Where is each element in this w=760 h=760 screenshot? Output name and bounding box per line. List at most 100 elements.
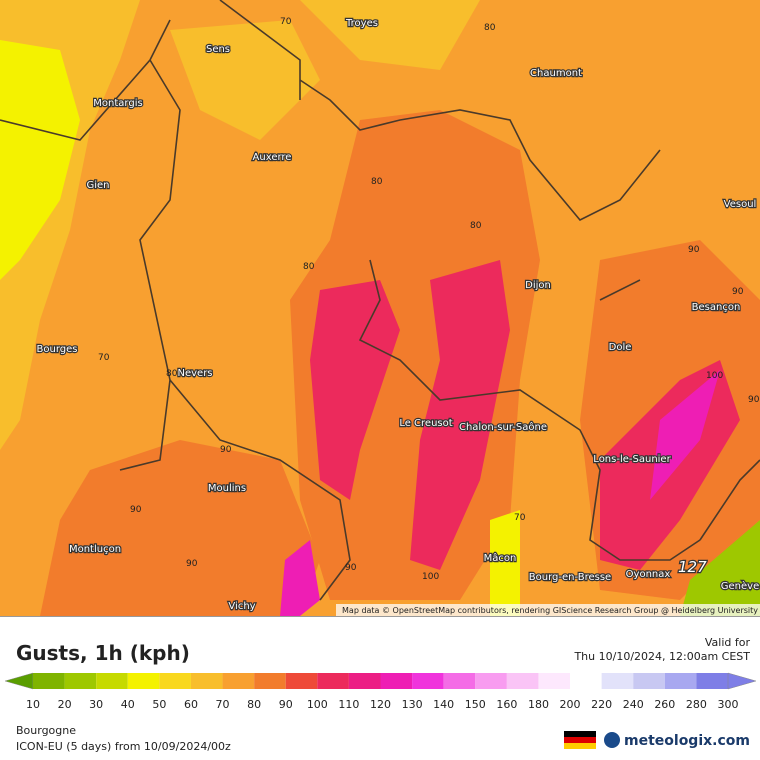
model: ICON-EU (5 days) from 10/09/2024/00z bbox=[16, 740, 231, 753]
colorbar-segment bbox=[412, 673, 444, 689]
city: Genève bbox=[721, 580, 759, 592]
colorbar-segment bbox=[570, 673, 602, 689]
colorbar: 10 20 30 40 50 60 70 80 90 100 110 120 130 140 150 160 1… bbox=[4, 672, 757, 711]
contour-label: 70 bbox=[98, 353, 110, 363]
colorbar-segment bbox=[475, 673, 507, 689]
colorbar-label: 260 bbox=[654, 698, 675, 711]
contour-label: 80 bbox=[303, 262, 315, 272]
colorbar-segment bbox=[506, 673, 539, 689]
map: Troyes Sens Montargis Chaumont Auxerre G… bbox=[0, 0, 760, 616]
colorbar-segment bbox=[285, 673, 318, 689]
colorbar-label: 30 bbox=[89, 698, 103, 711]
city: Moulins bbox=[208, 483, 246, 494]
city: Auxerre bbox=[253, 152, 292, 163]
colorbar-label: 160 bbox=[496, 698, 517, 711]
contour-label: 90 bbox=[186, 559, 198, 569]
colorbar-label: 60 bbox=[184, 698, 198, 711]
colorbar-label: 240 bbox=[623, 698, 644, 711]
colorbar-segment bbox=[664, 673, 697, 689]
city: Mâcon bbox=[484, 552, 517, 564]
city: Vichy bbox=[228, 601, 255, 612]
colorbar-segment bbox=[538, 673, 571, 689]
colorbar-label: 90 bbox=[279, 698, 293, 711]
colorbar-label: 300 bbox=[718, 698, 739, 711]
city: Chalon-sur-Saône bbox=[459, 421, 547, 433]
colorbar-label: 70 bbox=[216, 698, 230, 711]
colorbar-segment bbox=[696, 673, 728, 689]
legend-title: Gusts, 1h (kph) bbox=[16, 641, 190, 665]
city: Vesoul bbox=[724, 199, 757, 210]
colorbar-segment bbox=[317, 673, 349, 689]
contour-label: 90 bbox=[345, 563, 357, 573]
colorbar-label: 200 bbox=[560, 698, 581, 711]
contour-label: 90 bbox=[130, 505, 142, 515]
valid-label: Valid for bbox=[705, 636, 751, 649]
contour-label: 70 bbox=[280, 17, 292, 27]
contour-label: 80 bbox=[166, 369, 178, 379]
colorbar-label: 20 bbox=[58, 698, 72, 711]
city: Troyes bbox=[345, 18, 378, 29]
colorbar-label: 150 bbox=[465, 698, 486, 711]
colorbar-label: 280 bbox=[686, 698, 707, 711]
colorbar-label: 130 bbox=[402, 698, 423, 711]
contour-label: 80 bbox=[470, 221, 482, 231]
city: Le Creusot bbox=[399, 418, 452, 429]
colorbar-label: 10 bbox=[26, 698, 40, 711]
colorbar-label: 120 bbox=[370, 698, 391, 711]
city: Besançon bbox=[692, 302, 741, 313]
city: Bourg-en-Bresse bbox=[529, 572, 611, 583]
city: Dijon bbox=[525, 280, 551, 291]
colorbar-label: 40 bbox=[121, 698, 135, 711]
attribution: Map data © OpenStreetMap contributors, r… bbox=[342, 606, 758, 615]
city: Nevers bbox=[177, 368, 212, 379]
flag bbox=[564, 731, 596, 749]
contour-label: 90 bbox=[220, 445, 232, 455]
contour-label: 90 bbox=[732, 287, 744, 297]
city: Sens bbox=[206, 44, 230, 55]
colorbar-label: 220 bbox=[591, 698, 612, 711]
brand[interactable]: meteologix.com bbox=[624, 733, 750, 749]
colorbar-segment bbox=[348, 673, 381, 689]
city: Montargis bbox=[93, 98, 142, 109]
colorbar-segment bbox=[601, 673, 634, 689]
city: Montluçon bbox=[69, 544, 121, 555]
contour-label: 80 bbox=[371, 177, 383, 187]
region: Bourgogne bbox=[16, 724, 76, 737]
borders bbox=[0, 0, 760, 601]
city: Lons-le-Saunier bbox=[593, 454, 671, 465]
city: Dole bbox=[609, 342, 632, 353]
colorbar-segment bbox=[96, 673, 128, 689]
colorbar-end bbox=[727, 672, 757, 690]
colorbar-label: 180 bbox=[528, 698, 549, 711]
colorbar-segment bbox=[190, 673, 223, 689]
colorbar-segment bbox=[159, 673, 191, 689]
colorbar-label: 80 bbox=[247, 698, 261, 711]
contour-label: 100 bbox=[706, 371, 723, 381]
colorbar-segment bbox=[222, 673, 255, 689]
valid-time: Thu 10/10/2024, 12:00am CEST bbox=[573, 650, 750, 663]
colorbar-segment bbox=[127, 673, 160, 689]
colorbar-label: 100 bbox=[307, 698, 328, 711]
contour-label: 70 bbox=[514, 513, 526, 523]
max-label: 127 bbox=[678, 558, 707, 576]
city: Chaumont bbox=[530, 68, 582, 79]
colorbar-segment bbox=[64, 673, 97, 689]
colorbar-label: 110 bbox=[338, 698, 359, 711]
contour-label: 90 bbox=[688, 245, 700, 255]
colorbar-label: 140 bbox=[433, 698, 454, 711]
logo bbox=[604, 732, 620, 748]
city: Oyonnax bbox=[626, 569, 671, 580]
contour-label: 80 bbox=[484, 23, 496, 33]
colorbar-segment bbox=[633, 673, 665, 689]
contour-label: 100 bbox=[422, 572, 439, 582]
city: Bourges bbox=[37, 344, 78, 355]
colorbar-end bbox=[4, 672, 34, 690]
colorbar-segment bbox=[443, 673, 476, 689]
contour-label: 90 bbox=[748, 395, 760, 405]
colorbar-segment bbox=[380, 673, 413, 689]
colorbar-label: 50 bbox=[152, 698, 166, 711]
colorbar-segment bbox=[254, 673, 286, 689]
colorbar-segment bbox=[33, 673, 65, 689]
city: Gien bbox=[86, 180, 109, 191]
